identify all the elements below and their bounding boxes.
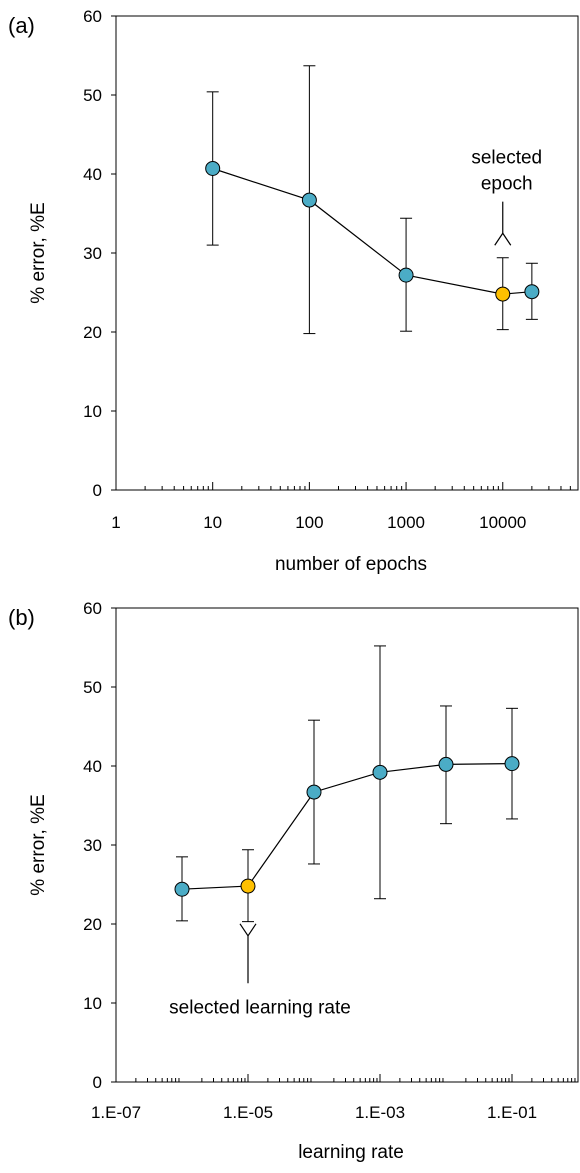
- x-tick-label: 1000: [387, 513, 425, 532]
- data-point: [174, 881, 190, 897]
- data-point: [495, 286, 511, 302]
- y-tick-label: 20: [83, 915, 102, 934]
- y-tick-label: 30: [83, 244, 102, 263]
- data-point: [372, 764, 388, 780]
- plot-frame: [115, 15, 579, 491]
- y-axis-label: % error, %E: [28, 202, 49, 303]
- data-point: [240, 878, 256, 894]
- x-axis-label: learning rate: [298, 1142, 404, 1163]
- y-tick-label: 40: [83, 165, 102, 184]
- x-tick-label: 1.E-05: [223, 1103, 273, 1122]
- y-tick-label: 40: [83, 757, 102, 776]
- data-point: [301, 192, 317, 208]
- x-tick-label: 1.E-01: [487, 1103, 537, 1122]
- panel-label: (a): [8, 13, 35, 38]
- annotation-text: selected learning rate: [169, 997, 351, 1018]
- data-point: [438, 756, 454, 772]
- y-axis-label: % error, %E: [28, 794, 49, 895]
- data-point: [398, 267, 414, 283]
- annotation-text: epoch: [481, 174, 533, 195]
- data-point: [524, 284, 540, 300]
- x-tick-label: 10: [203, 513, 222, 532]
- annotation-text: selected: [471, 148, 542, 169]
- x-tick-label: 100: [295, 513, 323, 532]
- y-tick-label: 50: [83, 86, 102, 105]
- y-tick-label: 0: [93, 481, 102, 500]
- x-tick-label: 1: [111, 513, 120, 532]
- annotation-arrowhead: [494, 232, 512, 246]
- chart-panel-a: (a) 0 10 20 30 40 50 60 1 10 100 1000 10000 number of…: [8, 7, 579, 575]
- y-tick-label: 30: [83, 836, 102, 855]
- x-tick-label: 1.E-07: [91, 1103, 141, 1122]
- chart-panel-b: (b) 0 10 20 30 40 50 60 1.E-07 1.E-05 1.E-03 1.E-01…: [8, 599, 579, 1163]
- series-line: [181, 763, 513, 890]
- data-point: [306, 784, 322, 800]
- y-tick-label: 10: [83, 402, 102, 421]
- y-tick-label: 20: [83, 323, 102, 342]
- y-tick-label: 50: [83, 678, 102, 697]
- panel-label: (b): [8, 605, 35, 630]
- annotation-arrowhead: [239, 923, 257, 937]
- x-tick-label: 1.E-03: [355, 1103, 405, 1122]
- x-tick-label: 10000: [479, 513, 526, 532]
- y-tick-label: 60: [83, 7, 102, 26]
- data-point: [205, 160, 221, 176]
- y-tick-label: 0: [93, 1073, 102, 1092]
- y-tick-label: 60: [83, 599, 102, 618]
- data-point: [504, 756, 520, 772]
- x-axis-label: number of epochs: [275, 554, 427, 575]
- y-tick-label: 10: [83, 994, 102, 1013]
